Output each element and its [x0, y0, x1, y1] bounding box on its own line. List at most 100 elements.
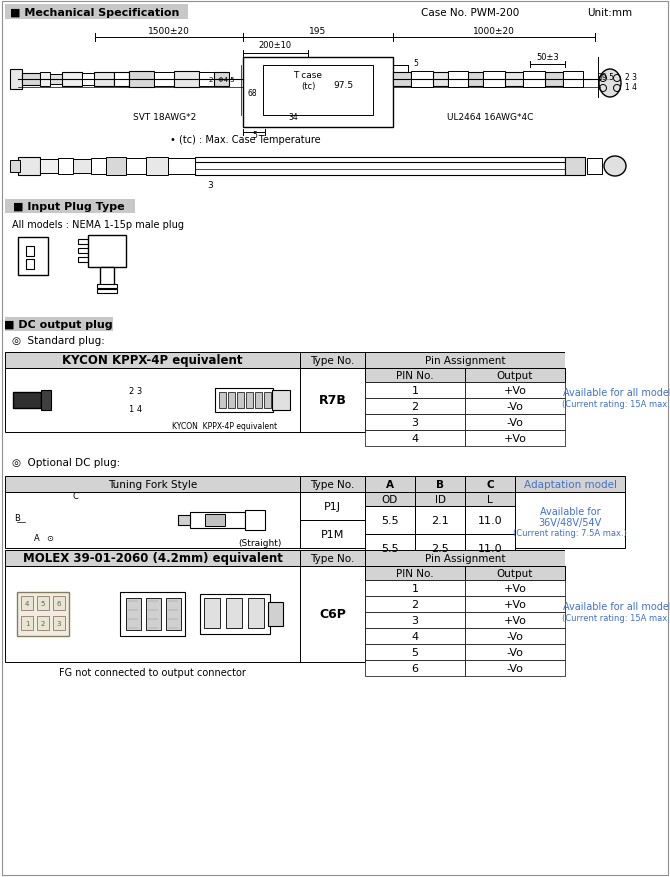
Bar	[204, 598, 220, 628]
Bar	[243, 58, 393, 128]
Bar	[365, 506, 415, 534]
Text: 2 3: 2 3	[625, 74, 637, 82]
Text: 195: 195	[310, 26, 327, 35]
Text: 2 3: 2 3	[129, 387, 142, 396]
Text: 4: 4	[25, 601, 29, 606]
Bar	[73, 160, 91, 174]
Bar	[465, 506, 515, 534]
Bar	[300, 567, 365, 662]
Bar	[263, 66, 373, 116]
Bar	[264, 393, 271, 409]
Ellipse shape	[604, 157, 626, 177]
Bar	[411, 72, 433, 88]
Bar	[415, 476, 465, 493]
Text: -Vo: -Vo	[507, 663, 523, 674]
Bar	[465, 628, 565, 645]
Bar	[300, 493, 365, 520]
Bar	[58, 159, 73, 175]
Text: Tuning Fork Style: Tuning Fork Style	[108, 480, 197, 489]
Bar	[174, 72, 199, 88]
Text: 11.0: 11.0	[478, 544, 502, 553]
Text: 97.5: 97.5	[333, 82, 353, 90]
Bar	[365, 645, 465, 660]
Text: L: L	[487, 495, 493, 504]
Bar	[468, 73, 483, 87]
Text: C: C	[72, 492, 78, 501]
Bar	[17, 592, 69, 637]
Bar	[245, 510, 265, 531]
Text: +Vo: +Vo	[504, 433, 527, 444]
Bar	[465, 596, 565, 612]
Text: Adaptation model: Adaptation model	[523, 480, 616, 489]
Bar	[5, 476, 300, 493]
Text: 5: 5	[41, 601, 45, 606]
Text: 2~Φ4.5: 2~Φ4.5	[208, 77, 235, 83]
Bar	[563, 72, 583, 88]
Bar	[100, 267, 114, 288]
Bar	[465, 581, 565, 596]
Bar	[565, 158, 585, 175]
Text: 3: 3	[207, 182, 213, 190]
Bar	[22, 74, 40, 86]
Text: +Vo: +Vo	[504, 583, 527, 594]
Bar	[129, 72, 154, 88]
Text: -Vo: -Vo	[507, 631, 523, 641]
Text: 1: 1	[411, 583, 419, 594]
Text: 5.5: 5.5	[381, 516, 399, 525]
Bar	[465, 415, 565, 431]
Text: 3: 3	[57, 620, 61, 626]
Ellipse shape	[72, 517, 78, 524]
Text: MOLEX 39-01-2060 (4.2mm) equivalent: MOLEX 39-01-2060 (4.2mm) equivalent	[23, 552, 283, 565]
Bar	[195, 158, 565, 175]
Bar	[40, 73, 50, 87]
Text: PIN No.: PIN No.	[396, 568, 433, 578]
Bar	[587, 159, 602, 175]
Bar	[10, 160, 20, 173]
Bar	[565, 551, 670, 567]
Bar	[465, 660, 565, 676]
Bar	[465, 431, 565, 446]
Bar	[393, 73, 411, 87]
Text: (Current rating: 15A max.): (Current rating: 15A max.)	[562, 400, 670, 409]
Bar	[365, 660, 465, 676]
Bar	[300, 520, 365, 548]
Text: ■ Mechanical Specification: ■ Mechanical Specification	[10, 8, 180, 18]
Text: -Vo: -Vo	[507, 402, 523, 411]
Bar	[5, 493, 300, 548]
Text: 68: 68	[247, 89, 257, 97]
Text: 5.5: 5.5	[381, 544, 399, 553]
Bar	[465, 398, 565, 415]
Text: • (tc) : Max. Case Temperature: • (tc) : Max. Case Temperature	[170, 135, 320, 145]
Bar	[365, 534, 415, 562]
Polygon shape	[25, 510, 75, 531]
Bar	[5, 551, 300, 567]
Text: ◎  Standard plug:: ◎ Standard plug:	[12, 336, 105, 346]
Bar	[228, 393, 235, 409]
Text: Unit:mm: Unit:mm	[588, 8, 632, 18]
Bar	[205, 515, 225, 526]
Bar	[565, 353, 670, 368]
Bar	[200, 595, 270, 634]
Bar	[5, 353, 300, 368]
Text: C: C	[486, 480, 494, 489]
Bar	[168, 159, 195, 175]
Bar	[114, 73, 129, 87]
Text: ◎  Optional DC plug:: ◎ Optional DC plug:	[12, 458, 120, 467]
Bar	[365, 628, 465, 645]
Text: 1000±20: 1000±20	[473, 26, 515, 35]
Bar	[219, 393, 226, 409]
Text: 5: 5	[253, 132, 257, 140]
Bar	[272, 390, 290, 410]
Text: Available for: Available for	[540, 506, 600, 516]
Bar	[465, 493, 515, 506]
Bar	[415, 493, 465, 506]
Text: 5: 5	[411, 647, 419, 657]
Text: P1J: P1J	[324, 502, 341, 511]
Bar	[146, 598, 161, 631]
Bar	[10, 70, 22, 90]
Text: 3: 3	[411, 616, 419, 625]
Bar	[465, 567, 565, 581]
Bar	[97, 285, 117, 289]
Text: Pin Assignment: Pin Assignment	[425, 355, 505, 366]
Bar	[268, 602, 283, 626]
